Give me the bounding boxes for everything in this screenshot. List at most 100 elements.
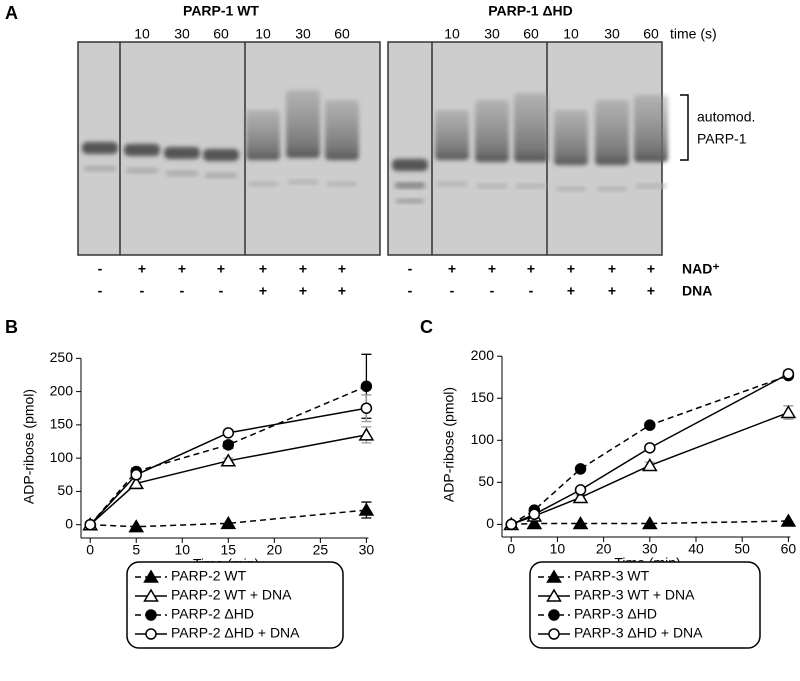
y-tick-label: 250 [50,349,74,365]
gel-band-faint [288,180,318,184]
x-tick-label: 5 [132,542,140,558]
treatment-sign: - [98,261,103,277]
gel-band-faint [396,183,424,188]
treatment-sign: + [567,283,575,299]
gel-band [164,147,200,159]
treatment-sign: + [259,261,267,277]
gel-band-faint [396,199,424,203]
marker [644,442,656,454]
marker [780,405,797,419]
time-label: 30 [295,26,311,42]
treatment-sign: - [140,283,145,299]
gel-band [392,159,428,171]
marker [130,469,142,481]
marker [128,475,145,490]
gel-smear [325,100,359,160]
legend-marker [143,588,159,602]
y-tick-label: 100 [50,449,74,465]
series-line [89,407,367,526]
gel-title: PARP-1 WT [183,3,259,19]
time-label: 10 [134,26,150,42]
marker [782,368,795,380]
treatment-sign: - [490,283,495,299]
gel-band-faint [84,166,116,171]
time-label: 10 [563,26,579,42]
x-tick-label: 60 [781,541,797,557]
time-label: 30 [484,26,500,42]
legend-marker [145,628,157,640]
marker [360,402,373,414]
marker [505,518,517,531]
marker [780,513,797,527]
marker [84,518,96,531]
treatment-sign: - [408,261,413,277]
treatment-sign: - [98,283,103,299]
legend-marker [548,609,560,621]
gel-band-faint [205,173,237,178]
y-tick-label: 150 [471,389,495,405]
gel-band-faint [437,182,467,186]
time-unit: time (s) [670,26,717,42]
marker [222,427,235,439]
legend-label: PARP-3 WT [574,568,650,584]
marker [358,502,375,516]
treatment-sign: + [448,261,456,277]
treatment-sign: + [527,261,535,277]
gel-band-faint [327,182,357,186]
row-label: DNA [682,283,712,299]
x-tick-label: 50 [734,541,750,557]
series-line [90,509,367,528]
marker [528,508,541,521]
gel-band [203,149,239,161]
marker [128,519,145,533]
gel-smear [286,90,320,158]
marker [220,515,237,530]
time-label: 10 [255,26,271,42]
gel-smear [475,100,509,162]
y-tick-label: 50 [478,473,494,489]
y-tick-label: 50 [57,482,73,498]
gel-band [124,144,160,156]
gel-band-faint [126,168,158,173]
treatment-sign: - [180,283,185,299]
treatment-sign: + [299,283,307,299]
legend-marker [546,569,562,583]
legend-marker [143,569,159,583]
time-label: 60 [523,26,539,42]
time-label: 60 [643,26,659,42]
marker [641,516,658,530]
legend-marker [546,588,562,602]
treatment-sign: - [408,283,413,299]
marker [644,419,656,431]
legend-label: PARP-3 ΔHD + DNA [574,625,703,641]
treatment-sign: + [608,283,616,299]
treatment-sign: + [488,261,496,277]
y-axis-label: ADP-ribose (pmol) [21,389,37,504]
legend-label: PARP-2 WT [171,568,247,584]
treatment-sign: + [259,283,267,299]
x-tick-label: 0 [86,542,94,558]
legend-label: PARP-2 WT + DNA [171,587,292,603]
marker [526,516,543,530]
series-line [510,374,789,526]
marker [358,427,375,441]
gel-smear [554,110,588,165]
time-label: 30 [604,26,620,42]
x-tick-label: 15 [221,542,237,558]
treatment-sign: + [647,283,655,299]
x-tick-label: 30 [359,542,375,558]
series-line [89,434,367,526]
y-tick-label: 0 [486,515,494,531]
marker [574,484,587,496]
panel-label: A [5,3,18,23]
legend-marker [145,609,157,621]
treatment-sign: - [219,283,224,299]
x-tick-label: 20 [596,541,612,557]
x-tick-label: 40 [688,541,704,557]
marker [574,463,587,475]
gel-band-faint [556,187,586,191]
treatment-sign: + [338,261,346,277]
treatment-sign: - [450,283,455,299]
treatment-sign: + [178,261,186,277]
